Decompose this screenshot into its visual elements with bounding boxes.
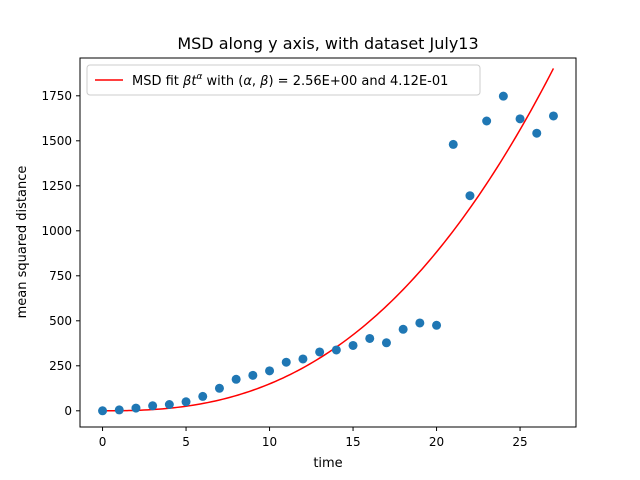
data-point: [248, 370, 258, 380]
plot-border: [79, 57, 577, 428]
data-point: [465, 191, 475, 201]
data-point: [381, 338, 391, 348]
data-point: [214, 383, 224, 393]
y-tick-label: 250: [49, 359, 72, 373]
data-point: [231, 374, 241, 384]
data-point: [331, 345, 341, 355]
y-tick-label: 750: [49, 269, 72, 283]
y-tick-label: 1750: [41, 89, 72, 103]
data-point: [515, 114, 525, 124]
plot-area: [79, 57, 577, 428]
data-point: [265, 366, 275, 376]
data-point: [365, 333, 375, 343]
legend-beta-symbol: βt: [182, 74, 197, 89]
fit-layer: [102, 68, 555, 412]
data-point: [432, 320, 442, 330]
legend-params-symbols: (: [238, 74, 243, 89]
x-tick-label: 20: [429, 435, 444, 449]
data-point: [348, 340, 358, 350]
y-axis-ticks: 0 250 500 750 1000 1250 1500 1750: [41, 89, 80, 418]
x-tick-label: 0: [99, 435, 107, 449]
data-point: [164, 400, 174, 409]
scatter-points: [98, 91, 558, 416]
legend-box: [86, 64, 481, 96]
data-point: [398, 324, 408, 334]
data-point: [532, 128, 542, 138]
legend-label-suffix: with: [202, 74, 238, 89]
y-tick-label: 1000: [41, 224, 72, 238]
y-tick-label: 1250: [41, 179, 72, 193]
data-point: [198, 391, 208, 401]
data-point: [98, 406, 108, 416]
legend-label-prefix: MSD fit: [132, 74, 183, 89]
y-tick-label: 0: [64, 404, 72, 418]
data-point: [498, 91, 508, 101]
plot-background: [80, 58, 576, 427]
data-point: [148, 401, 158, 411]
data-point: [315, 347, 325, 357]
x-tick-label: 15: [345, 435, 360, 449]
x-tick-label: 25: [512, 435, 527, 449]
data-point: [131, 403, 141, 413]
legend-label-params: = 2.56E+00 and 4.12E-01: [274, 74, 449, 89]
data-point: [415, 318, 425, 328]
legend: MSD fit βtα with (α, β) = 2.56E+00 and 4…: [86, 64, 481, 96]
data-point: [548, 111, 558, 121]
y-axis-label: mean squared distance: [15, 166, 30, 319]
data-point: [448, 139, 458, 149]
data-point: [298, 354, 308, 364]
x-tick-label: 10: [262, 435, 277, 449]
data-point: [482, 116, 492, 126]
x-axis-label: time: [313, 456, 342, 471]
y-tick-label: 1500: [41, 134, 72, 148]
data-point: [181, 397, 191, 407]
fit-curve: [102, 68, 555, 412]
legend-label: MSD fit βtα with (α, β) = 2.56E+00 and 4…: [132, 72, 448, 89]
data-point: [281, 357, 291, 367]
data-point: [114, 405, 124, 415]
x-tick-label: 5: [182, 435, 190, 449]
y-tick-label: 500: [49, 314, 72, 328]
chart-title: MSD along y axis, with dataset July13: [177, 34, 478, 53]
legend-alpha-exponent: α: [196, 72, 202, 82]
x-axis-ticks: 0 5 10 15 20 25: [99, 427, 528, 449]
